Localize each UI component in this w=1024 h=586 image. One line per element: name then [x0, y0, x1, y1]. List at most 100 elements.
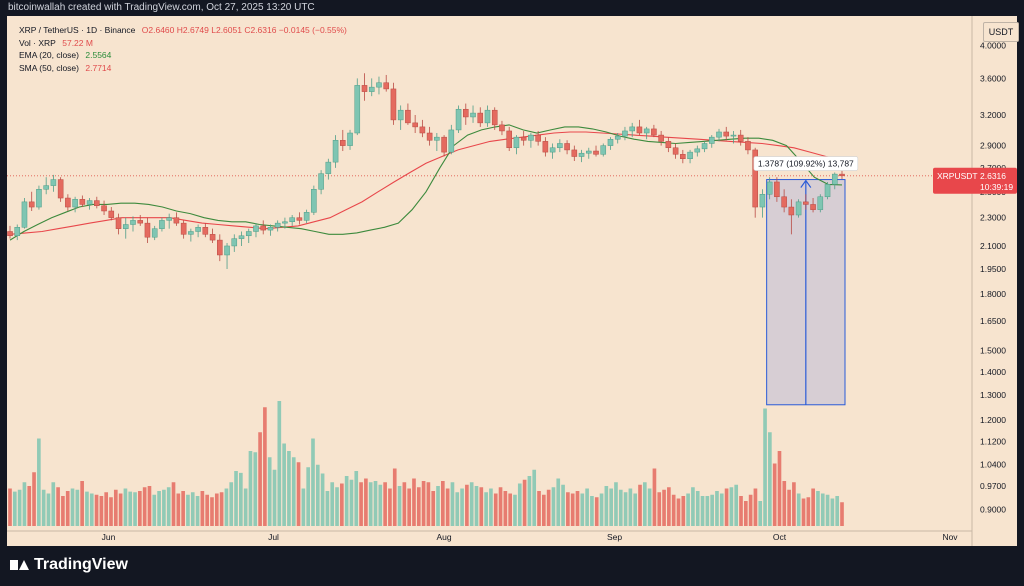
candle-body [810, 204, 816, 210]
candle-body [245, 231, 252, 237]
volume-bar [450, 482, 455, 526]
candle-body [535, 134, 541, 142]
volume-bar [460, 488, 464, 526]
candle-body [130, 220, 136, 225]
volume-bar [599, 493, 604, 526]
volume-bar [724, 488, 729, 526]
currency-unit-button[interactable]: USDT [983, 22, 1019, 42]
candle-body [491, 109, 498, 126]
candle-body [180, 222, 187, 235]
candle-body [397, 109, 404, 121]
volume-bar [27, 486, 32, 526]
volume-bar [484, 492, 488, 526]
volume-bar [840, 502, 844, 526]
candle-body [57, 179, 64, 199]
candle-body [289, 217, 295, 223]
candle-body [224, 245, 230, 256]
candle-body [195, 227, 201, 232]
candle-body [586, 150, 592, 154]
volume-bar [22, 482, 27, 526]
candle-body [253, 225, 259, 232]
volume-bar [686, 493, 690, 526]
volume-bar [719, 493, 724, 526]
candle-body [267, 227, 274, 231]
volume-bar [378, 484, 383, 526]
volume-bar [354, 471, 359, 526]
candle-body [419, 126, 426, 134]
candle-body [759, 194, 766, 208]
volume-label[interactable]: Vol · XRP [19, 37, 56, 48]
chart-area[interactable]: 1.3787 (109.92%) 13,787 4.0000 3.6000 3.20… [7, 16, 1019, 546]
volume-bar [113, 489, 118, 526]
volume-bar [642, 482, 647, 526]
volume-bar [493, 493, 498, 526]
volume-bar [416, 487, 421, 526]
volume-bar [816, 491, 820, 526]
tradingview-logo[interactable]: TradingView [10, 556, 128, 574]
volume-bar [330, 482, 335, 526]
volume-bar [12, 491, 17, 526]
volume-bar [162, 489, 166, 526]
symbol-title[interactable]: XRP / TetherUS · 1D · Binance [19, 25, 136, 35]
candle-body [513, 136, 520, 149]
candle-body [390, 88, 397, 121]
volume-bar [65, 491, 70, 526]
volume-bar [777, 451, 782, 526]
volume-bar [407, 488, 411, 526]
volume-bar [315, 464, 320, 526]
volume-bar [41, 489, 46, 526]
volume-bar [214, 493, 219, 526]
volume-bar [296, 462, 301, 526]
volume-bar [200, 491, 205, 526]
volume-bar [695, 491, 700, 526]
candle-body [643, 128, 650, 134]
candle-body [340, 140, 346, 146]
candle-body [209, 234, 216, 241]
volume-bar [806, 497, 811, 526]
price-tick-label: 3.6000 [980, 73, 1006, 83]
volume-bar [541, 494, 546, 526]
volume-bar [104, 492, 109, 526]
volume-bar [753, 488, 758, 526]
time-tick-label: Nov [942, 532, 958, 542]
volume-bar [604, 486, 609, 526]
candle-body [448, 129, 455, 153]
time-tick-label: Aug [436, 532, 451, 542]
volume-bar [715, 491, 719, 526]
volume-bar [729, 487, 734, 526]
candle-body [303, 212, 310, 221]
volume-bar [344, 476, 349, 526]
volume-bar [662, 489, 666, 526]
volume-bar [267, 457, 272, 526]
candle-body [7, 231, 13, 237]
sma-label[interactable]: SMA (50, close) [19, 62, 79, 73]
candle-body [455, 108, 462, 131]
candle-body [817, 196, 824, 210]
candle-body [723, 131, 730, 137]
price-tick-label: 1.1200 [980, 436, 1006, 446]
candle-body [325, 161, 332, 174]
volume-bar [171, 482, 176, 526]
volume-bar [830, 498, 835, 526]
volume-bar [527, 476, 532, 526]
volume-bar [75, 489, 80, 526]
candle-body [318, 173, 324, 190]
chart-canvas[interactable]: 1.3787 (109.92%) 13,787 4.0000 3.6000 3.20… [7, 16, 1017, 546]
price-tick-label: 2.3000 [980, 213, 1006, 223]
volume-bar [700, 496, 705, 526]
volume-bar [503, 491, 508, 526]
measure-arrow-head [800, 179, 812, 188]
ema-value: 2.5564 [85, 50, 112, 60]
ema-label[interactable]: EMA (20, close) [19, 50, 79, 60]
axis-layer: 4.00003.60003.20002.90002.70002.50002.30… [7, 16, 1017, 546]
volume-bar [263, 407, 267, 526]
volume-bar [99, 496, 104, 526]
volume-bar [61, 496, 65, 526]
volume-bar [676, 498, 681, 526]
candle-body [701, 143, 708, 150]
candle-body [622, 130, 628, 137]
candle-body [94, 200, 100, 206]
volume-bar [431, 491, 436, 526]
last-price-tag [933, 167, 1017, 194]
volume-bar [195, 496, 200, 526]
